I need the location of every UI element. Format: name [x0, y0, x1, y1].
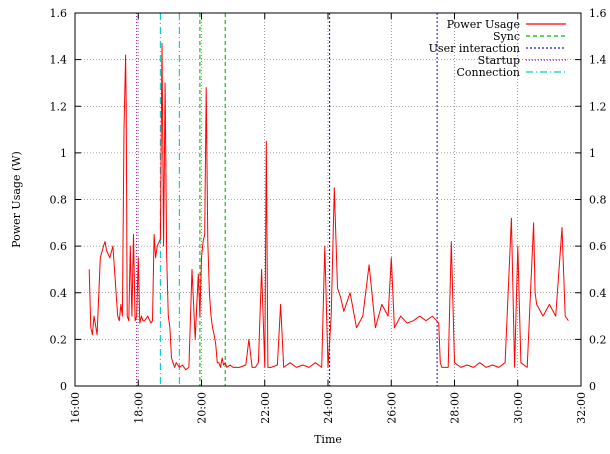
x-tick-label: 20:00 — [196, 392, 209, 424]
y-tick-label: 1.4 — [50, 54, 68, 67]
x-tick-label: 32:00 — [575, 392, 588, 424]
y-tick-label-right: 0.8 — [589, 194, 607, 207]
y-tick-label-right: 0.2 — [589, 333, 607, 346]
y-tick-label: 0.2 — [50, 333, 68, 346]
y-tick-label-right: 0.4 — [589, 287, 607, 300]
legend-label: Sync — [493, 30, 520, 43]
y-tick-label: 1.2 — [50, 100, 68, 113]
series-layer — [88, 42, 569, 371]
y-tick-label-right: 0.6 — [589, 240, 607, 253]
legend-label: Connection — [456, 66, 520, 79]
legend-label: Startup — [478, 54, 520, 67]
legend-label: Power Usage — [447, 18, 520, 31]
event-lines-layer — [136, 13, 438, 386]
tick-layer: 16:00 18:00 20:00 22:00 24:00 26:00 28:00 30:00… — [50, 7, 607, 424]
y-tick-label: 1 — [60, 147, 67, 160]
y-tick-label-right: 0 — [589, 380, 596, 393]
legend-label: User interaction — [429, 42, 520, 55]
x-tick-label: 26:00 — [385, 392, 398, 424]
y-tick-label-right: 1 — [589, 147, 596, 160]
x-axis-title: Time — [314, 433, 342, 446]
y-tick-label: 1.6 — [50, 7, 68, 20]
x-tick-label: 30:00 — [512, 392, 525, 424]
y-tick-label: 0 — [60, 380, 67, 393]
y-axis-title: Power Usage (W) — [10, 151, 23, 248]
y-tick-label-right: 1.4 — [589, 54, 607, 67]
y-tick-label: 0.8 — [50, 194, 68, 207]
x-tick-label: 28:00 — [449, 392, 462, 424]
x-tick-label: 22:00 — [259, 392, 272, 424]
y-tick-label-right: 1.6 — [589, 7, 607, 20]
power-usage-series-line — [88, 42, 569, 371]
grid-layer — [75, 13, 581, 386]
y-tick-label: 0.6 — [50, 240, 68, 253]
x-tick-label: 24:00 — [322, 392, 335, 424]
x-tick-label: 18:00 — [132, 392, 145, 424]
x-tick-label: 16:00 — [69, 392, 82, 424]
y-tick-label: 0.4 — [50, 287, 68, 300]
y-tick-label-right: 1.2 — [589, 100, 607, 113]
